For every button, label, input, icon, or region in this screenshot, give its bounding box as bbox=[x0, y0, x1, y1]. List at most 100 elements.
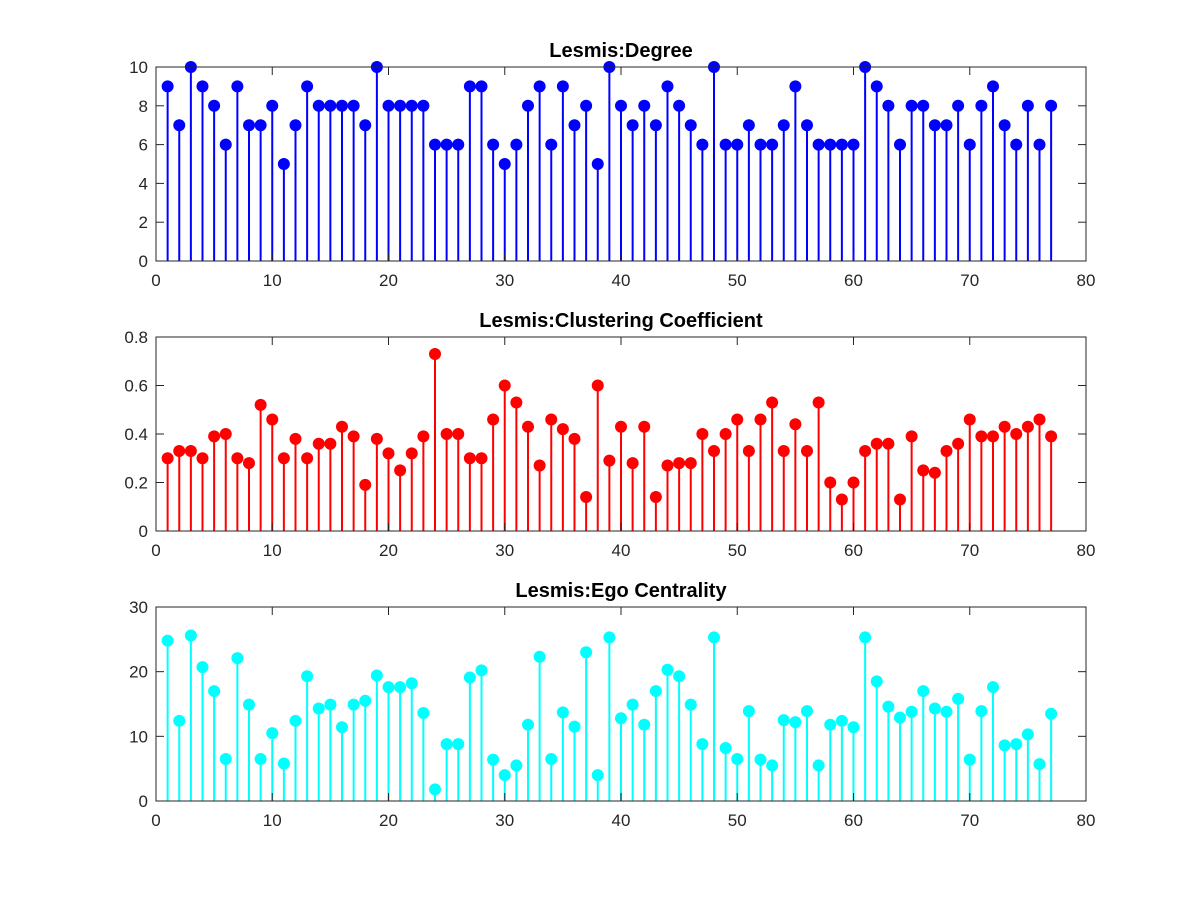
degree-marker bbox=[731, 138, 744, 151]
clustering-coefficient-x-tick-label: 70 bbox=[960, 541, 979, 560]
degree-marker bbox=[998, 119, 1011, 132]
subplot-clustering-coefficient: Lesmis:Clustering Coefficient 0 10 20 30 40 5… bbox=[124, 310, 1095, 560]
degree-x-tick-label: 0 bbox=[151, 271, 160, 290]
ego-centrality-marker bbox=[824, 718, 837, 731]
ego-centrality-marker bbox=[394, 681, 407, 694]
degree-marker bbox=[266, 99, 279, 112]
clustering-coefficient-marker bbox=[301, 452, 314, 465]
degree-marker bbox=[382, 99, 395, 112]
degree-marker bbox=[696, 138, 709, 151]
degree-marker bbox=[254, 119, 267, 132]
degree-marker bbox=[545, 138, 558, 151]
degree-marker bbox=[801, 119, 813, 132]
ego-centrality-x-tick-label: 10 bbox=[263, 811, 282, 830]
degree-x-tick-label: 30 bbox=[495, 271, 514, 290]
ego-centrality-marker bbox=[719, 741, 732, 754]
clustering-coefficient-y-tick-label: 0.4 bbox=[124, 425, 148, 444]
ego-centrality-marker bbox=[289, 714, 302, 727]
ego-centrality-y-tick-label: 20 bbox=[129, 663, 148, 682]
clustering-coefficient-marker bbox=[789, 418, 802, 431]
ego-centrality-marker bbox=[917, 685, 930, 698]
clustering-coefficient-marker bbox=[626, 457, 639, 470]
degree-marker bbox=[568, 119, 581, 132]
ego-centrality-marker bbox=[510, 759, 523, 772]
clustering-coefficient-y-tick-label: 0.6 bbox=[124, 377, 148, 396]
ego-centrality-marker bbox=[580, 646, 593, 659]
degree-y-tick-label: 0 bbox=[139, 252, 148, 271]
clustering-coefficient-marker bbox=[952, 437, 965, 450]
degree-marker bbox=[556, 80, 569, 93]
clustering-coefficient-marker bbox=[440, 428, 453, 440]
ego-centrality-marker bbox=[231, 652, 244, 665]
degree-marker bbox=[277, 158, 290, 170]
degree-marker bbox=[591, 158, 604, 170]
clustering-coefficient-marker bbox=[882, 437, 895, 450]
clustering-coefficient-marker bbox=[928, 466, 941, 479]
degree-y-tick-label: 2 bbox=[139, 213, 148, 232]
degree-marker bbox=[812, 138, 825, 151]
degree-marker bbox=[208, 99, 221, 112]
clustering-coefficient-marker bbox=[336, 420, 348, 433]
degree-marker bbox=[754, 138, 767, 151]
clustering-coefficient-marker bbox=[568, 432, 581, 445]
clustering-coefficient-marker bbox=[801, 444, 813, 457]
clustering-coefficient-marker bbox=[777, 444, 790, 457]
ego-centrality-x-tick-label: 30 bbox=[495, 811, 514, 830]
chart-title-clustering-coefficient: Lesmis:Clustering Coefficient bbox=[479, 310, 763, 332]
clustering-coefficient-marker bbox=[219, 428, 232, 440]
ego-centrality-y-tick-label: 0 bbox=[139, 792, 148, 811]
clustering-coefficient-marker bbox=[987, 430, 999, 443]
degree-marker bbox=[882, 99, 895, 112]
degree-marker bbox=[440, 138, 453, 151]
chart-title-degree: Lesmis:Degree bbox=[549, 40, 692, 62]
ego-centrality-marker bbox=[742, 705, 755, 718]
clustering-coefficient-marker bbox=[696, 428, 709, 440]
clustering-coefficient-marker bbox=[417, 430, 430, 443]
ego-centrality-marker bbox=[894, 711, 906, 724]
ego-centrality-marker bbox=[835, 714, 848, 727]
clustering-coefficient-marker bbox=[870, 437, 883, 450]
degree-y-tick-label: 10 bbox=[129, 58, 148, 77]
ego-centrality-marker bbox=[440, 738, 453, 751]
degree-marker bbox=[289, 119, 302, 132]
ego-centrality-marker bbox=[870, 675, 883, 688]
clustering-coefficient-marker bbox=[754, 413, 767, 426]
clustering-coefficient-y-tick-label: 0 bbox=[139, 522, 148, 541]
clustering-coefficient-x-tick-label: 20 bbox=[379, 541, 398, 560]
degree-marker bbox=[661, 80, 674, 93]
chart-title-ego-centrality: Lesmis:Ego Centrality bbox=[515, 580, 727, 602]
ego-centrality-marker bbox=[370, 669, 383, 682]
degree-x-tick-label: 50 bbox=[728, 271, 747, 290]
clustering-coefficient-x-tick-label: 80 bbox=[1077, 541, 1096, 560]
degree-marker bbox=[429, 138, 441, 151]
degree-marker bbox=[847, 138, 860, 151]
degree-marker bbox=[161, 80, 174, 93]
clustering-coefficient-marker bbox=[289, 432, 302, 445]
clustering-coefficient-marker bbox=[359, 478, 372, 491]
ego-centrality-marker bbox=[173, 714, 186, 727]
ego-centrality-marker bbox=[963, 753, 976, 766]
ego-centrality-x-tick-label: 50 bbox=[728, 811, 747, 830]
ego-centrality-marker bbox=[556, 706, 569, 719]
degree-marker bbox=[615, 99, 627, 112]
ego-centrality-marker bbox=[812, 759, 825, 772]
degree-marker bbox=[789, 80, 802, 93]
ego-centrality-marker bbox=[219, 752, 232, 765]
ego-centrality-marker bbox=[661, 663, 674, 676]
ego-centrality-marker bbox=[452, 738, 465, 751]
clustering-coefficient-marker bbox=[615, 420, 627, 433]
ego-centrality-marker bbox=[684, 698, 697, 711]
ego-centrality-marker bbox=[1045, 707, 1058, 720]
degree-marker bbox=[347, 99, 360, 112]
ego-centrality-marker bbox=[475, 664, 488, 677]
ego-centrality-marker bbox=[975, 705, 988, 718]
ego-centrality-y-tick-label: 10 bbox=[129, 727, 148, 746]
ego-centrality-marker bbox=[243, 698, 255, 711]
degree-marker bbox=[405, 99, 418, 112]
ego-centrality-marker bbox=[696, 738, 709, 751]
clustering-coefficient-marker bbox=[684, 457, 697, 470]
clustering-coefficient-x-tick-label: 0 bbox=[151, 541, 160, 560]
degree-marker bbox=[1033, 138, 1046, 151]
clustering-coefficient-marker bbox=[463, 452, 476, 465]
